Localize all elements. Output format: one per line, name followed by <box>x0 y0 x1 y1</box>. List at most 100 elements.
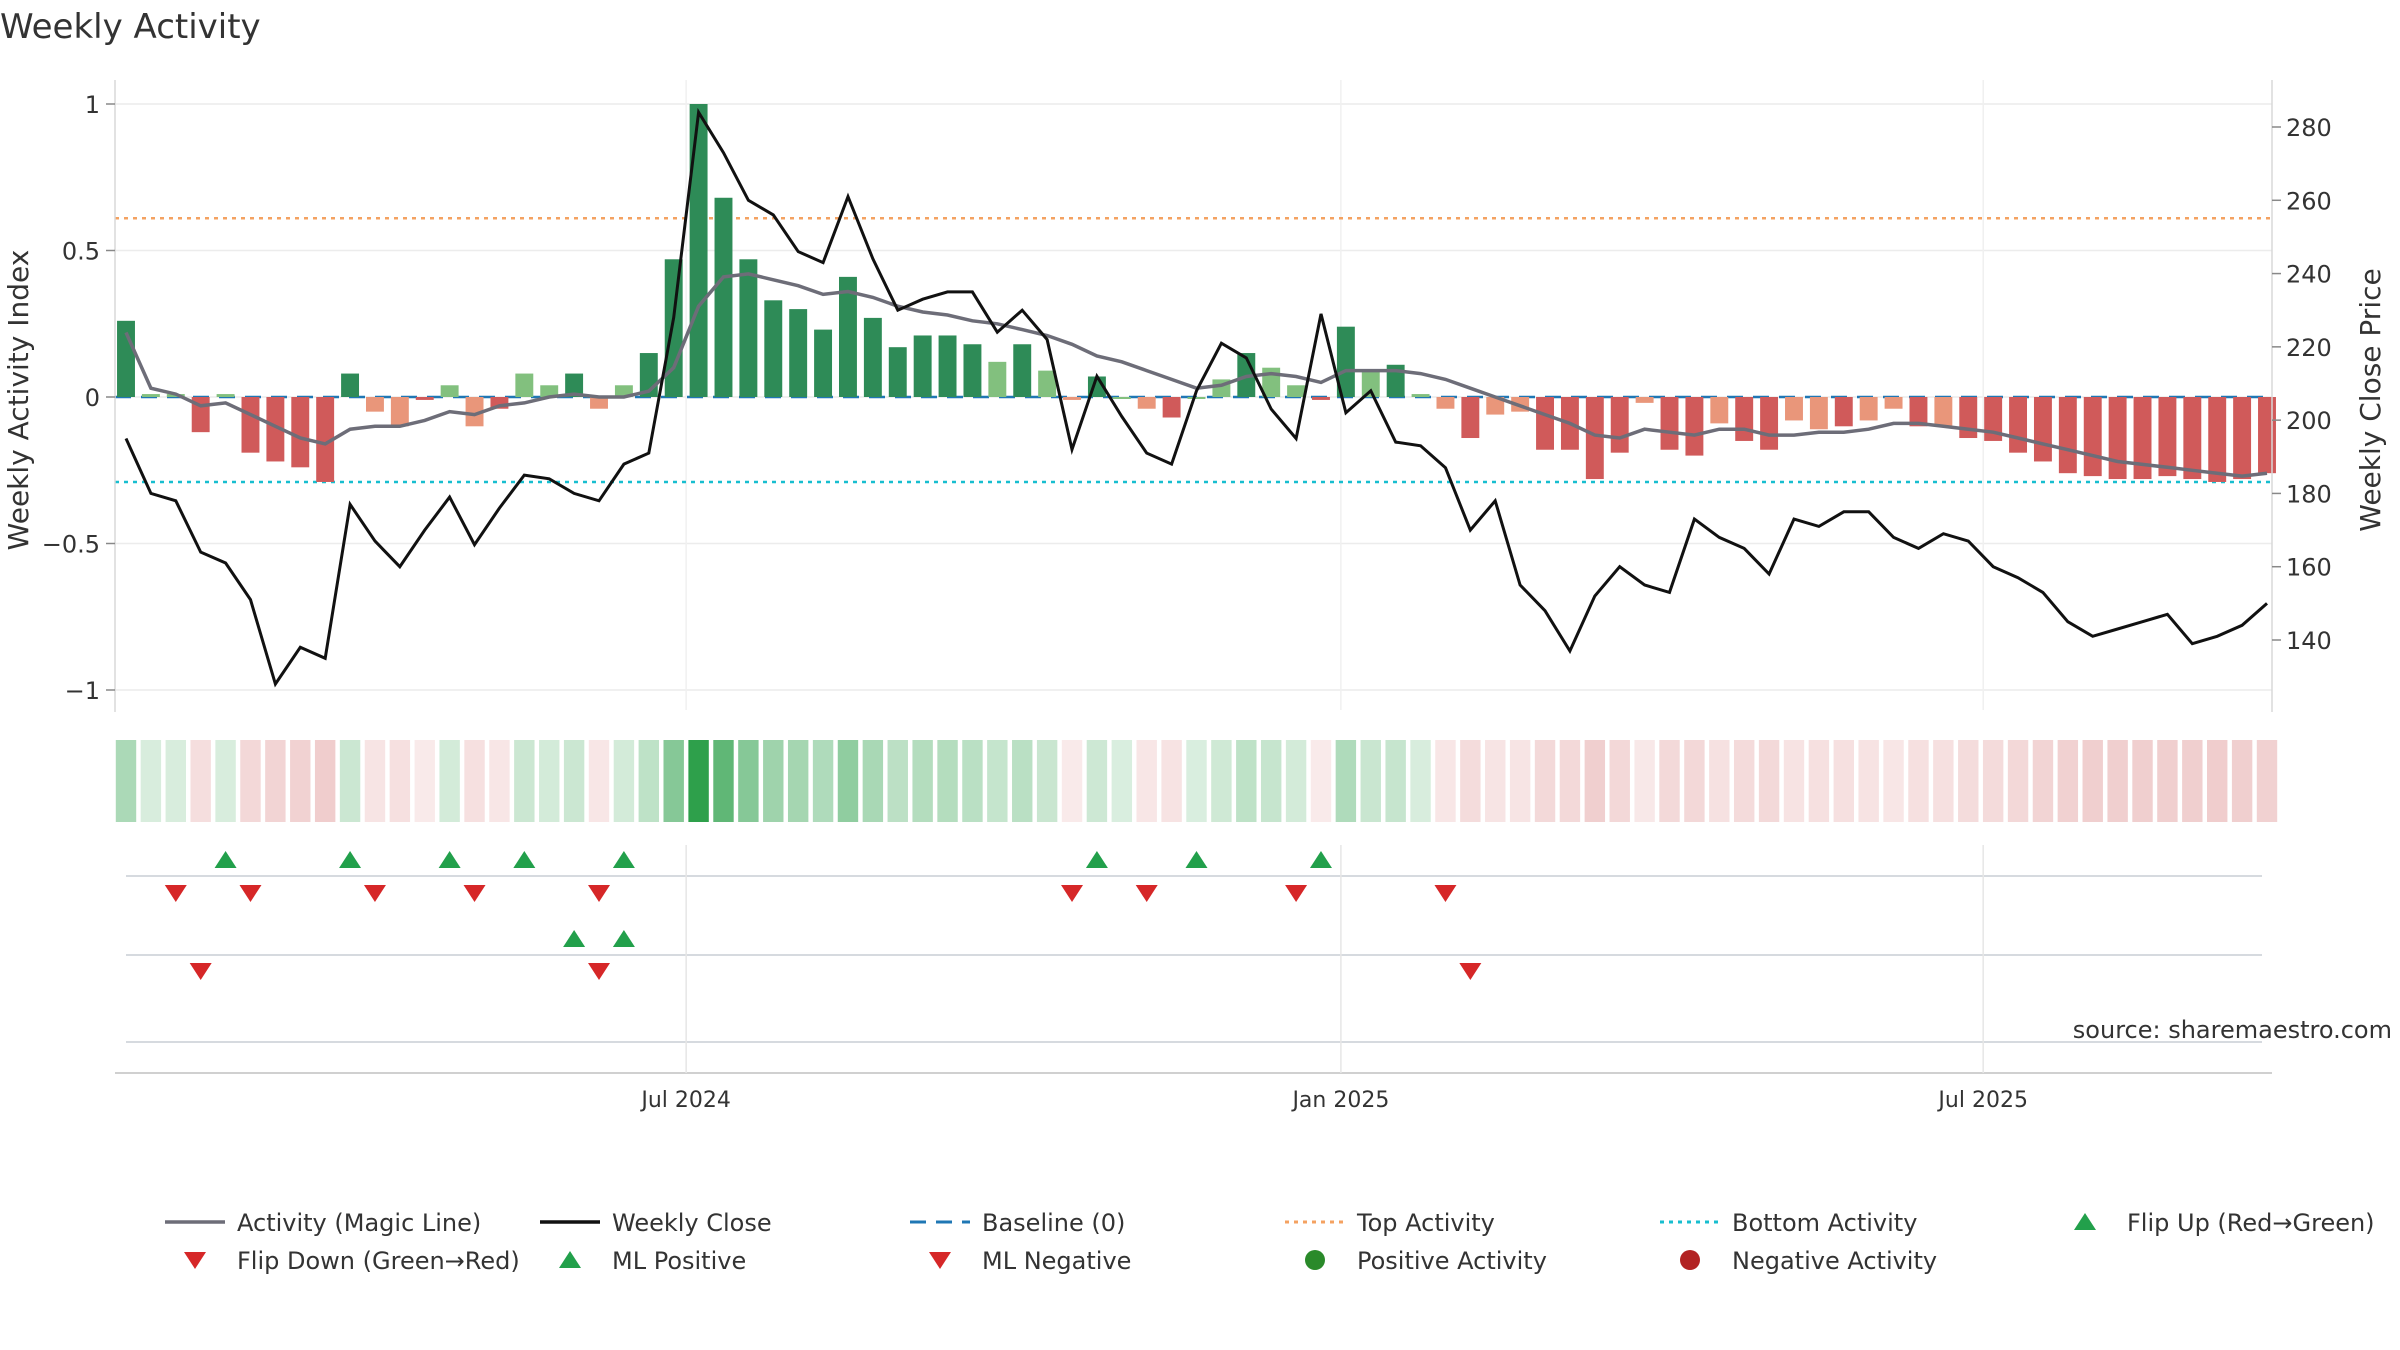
y2-tick-label: 180 <box>2286 480 2332 508</box>
heat-cell <box>389 740 411 822</box>
heat-cell <box>638 740 660 822</box>
activity-bar <box>888 347 907 397</box>
heat-cell <box>115 740 137 822</box>
ml-negative-marker <box>1459 963 1482 980</box>
legend-swatch-up <box>2074 1213 2096 1230</box>
activity-bar <box>789 309 808 397</box>
flip-down-marker <box>1434 885 1457 902</box>
heat-cell <box>1684 740 1705 822</box>
heat-cell <box>1136 740 1157 822</box>
heat-cell <box>887 740 908 822</box>
legend-label: Activity (Magic Line) <box>237 1209 481 1237</box>
flip-up-marker <box>1085 851 1108 868</box>
y-axis-label: Weekly Activity Index <box>2 250 35 551</box>
y-tick-label: 0.5 <box>62 238 100 266</box>
heat-cell <box>1758 740 1780 822</box>
legend-label: Positive Activity <box>1357 1247 1547 1275</box>
activity-bar <box>2258 397 2276 474</box>
heat-cell <box>563 740 585 822</box>
heat-cell <box>1111 740 1133 822</box>
activity-bar <box>1361 370 1380 397</box>
activity-bar <box>540 385 559 397</box>
activity-bar <box>1112 397 1131 399</box>
activity-bar <box>266 397 285 462</box>
heat-cell <box>2207 740 2228 822</box>
heat-cell <box>1509 740 1531 822</box>
legend-item: Flip Down (Green→Red) <box>184 1247 520 1275</box>
activity-bar <box>1038 370 1057 397</box>
axes: 1 0.5 0 −0.5 −1 280 260 240 220 200 180 160 140 <box>42 80 2332 712</box>
heat-cell <box>2182 740 2203 822</box>
flip-down-marker <box>1061 885 1084 902</box>
activity-bar <box>1187 397 1206 399</box>
heat-cell <box>1709 740 1730 822</box>
y2-tick-label: 140 <box>2286 627 2332 655</box>
x-tick-label: Jul 2024 <box>639 1088 731 1113</box>
heat-cell <box>1385 740 1406 822</box>
activity-bar <box>465 397 484 427</box>
activity-bar <box>341 373 360 397</box>
legend: Activity (Magic Line) Weekly Close Baselin… <box>165 1209 2375 1275</box>
activity-bar <box>1760 397 1779 450</box>
heat-cell <box>1933 740 1954 822</box>
heat-cell <box>1883 740 1904 822</box>
activity-bar <box>2058 397 2077 474</box>
heat-cell <box>1061 740 1083 822</box>
activity-bar <box>863 317 882 397</box>
ml-negative-marker <box>588 963 611 980</box>
activity-bar <box>316 397 335 482</box>
heat-cell <box>1236 740 1257 822</box>
heat-cell <box>314 740 336 822</box>
y2-tick-label: 160 <box>2286 554 2332 582</box>
heat-cell <box>464 740 485 822</box>
activity-bar <box>839 276 857 397</box>
y2-axis-label: Weekly Close Price <box>2354 268 2387 531</box>
heat-cell <box>1485 740 1506 822</box>
y-tick-label: −0.5 <box>42 531 100 559</box>
activity-bar <box>1660 397 1679 450</box>
activity-bar <box>1137 397 1156 409</box>
legend-item: Negative Activity <box>1680 1247 1937 1275</box>
heat-cell <box>738 740 759 822</box>
weekly-close-line <box>124 107 2268 688</box>
heat-cell <box>987 740 1008 822</box>
heat-cell <box>2231 740 2253 822</box>
heat-cell <box>539 740 560 822</box>
magic-line <box>124 272 2268 478</box>
flip-up-marker <box>612 851 635 868</box>
activity-bar <box>1411 394 1430 397</box>
activity-bars <box>117 104 2276 482</box>
legend-item: ML Negative <box>929 1247 1131 1275</box>
legend-swatch-circle <box>1680 1250 1700 1270</box>
heat-cell <box>1833 740 1854 822</box>
activity-bar <box>2083 397 2102 477</box>
activity-bar <box>814 329 833 397</box>
heat-cell <box>215 740 236 822</box>
activity-bar <box>2158 397 2177 477</box>
activity-bar <box>689 104 708 397</box>
ml-positive-marker <box>612 930 635 947</box>
activity-bar <box>490 397 509 409</box>
heat-cell <box>1012 740 1033 822</box>
activity-bar <box>1685 397 1704 456</box>
heat-cell <box>439 740 460 822</box>
heat-cell <box>837 740 859 822</box>
flip-markers <box>126 851 2262 1043</box>
legend-swatch-up <box>559 1251 581 1268</box>
heat-cell <box>588 740 610 822</box>
heat-cell <box>1260 740 1282 822</box>
heat-cell <box>2107 740 2128 822</box>
activity-bar <box>1710 397 1729 424</box>
activity-bar <box>2208 397 2227 482</box>
legend-label: Negative Activity <box>1732 1247 1937 1275</box>
activity-bar <box>1461 397 1480 439</box>
activity-bar <box>664 259 683 397</box>
activity-bar <box>117 320 135 397</box>
legend-item: Positive Activity <box>1305 1247 1547 1275</box>
legend-label: Bottom Activity <box>1732 1209 1917 1237</box>
heat-cell <box>862 740 884 822</box>
heat-cell <box>1285 740 1307 822</box>
y2-tick-label: 240 <box>2286 261 2332 289</box>
activity-bar <box>1884 397 1903 409</box>
activity-bar <box>590 397 608 409</box>
